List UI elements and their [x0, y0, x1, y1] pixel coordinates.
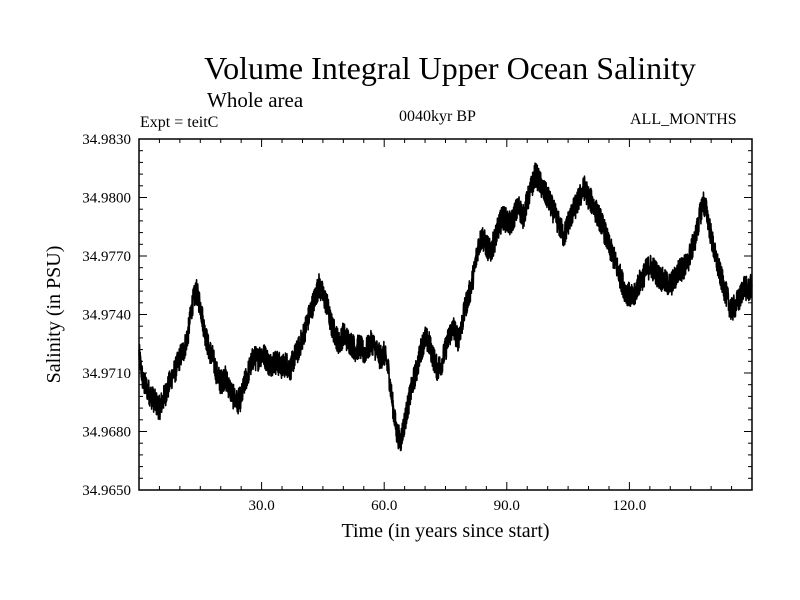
- x-axis-title: Time (in years since start): [341, 520, 549, 542]
- chart-subtitle: Whole area: [207, 88, 304, 112]
- experiment-label: Expt = teitC: [140, 114, 219, 131]
- x-tick-label: 90.0: [494, 498, 520, 514]
- x-tick-label: 30.0: [248, 498, 274, 514]
- y-tick-label: 34.9740: [82, 308, 131, 324]
- y-tick-label: 34.9680: [82, 425, 131, 441]
- series-layer: [138, 162, 753, 452]
- y-tick-label: 34.9710: [82, 366, 131, 382]
- months-label: ALL_MONTHS: [630, 111, 737, 128]
- y-tick-label: 34.9770: [82, 249, 131, 265]
- y-tick-label: 34.9650: [82, 483, 131, 499]
- chart-title: Volume Integral Upper Ocean Salinity: [204, 50, 696, 86]
- series-line-salinity: [138, 162, 753, 452]
- y-tick-label: 34.9800: [82, 191, 131, 207]
- x-tick-label: 120.0: [613, 498, 647, 514]
- y-tick-label: 34.9830: [82, 132, 131, 148]
- y-axis-title: Salinity (in PSU): [43, 246, 65, 384]
- period-label: 0040kyr BP: [399, 108, 476, 125]
- axis-ticks: 30.0 60.0 90.0 120.0 34.9650 34.9680 34.9710 34…: [82, 132, 752, 514]
- x-tick-label: 60.0: [371, 498, 397, 514]
- plot-frame: [138, 138, 753, 491]
